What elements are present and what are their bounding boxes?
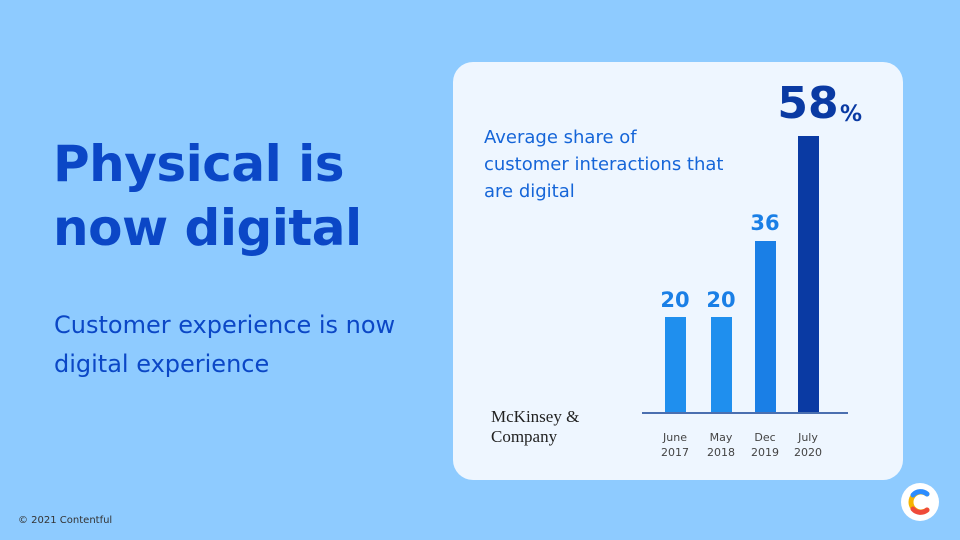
chart-title: Average share of customer interactions t… [484,127,724,202]
value-label: 58 [777,78,839,129]
x-tick-label: Dec 2019 [751,431,779,459]
value-label: 20 [660,287,690,312]
baseline [642,412,848,414]
source-logo: McKinsey & Company [491,407,580,446]
x-tick-label: May 2018 [707,431,735,459]
value-label: 36 [750,211,780,236]
x-tick-label: June 2017 [661,431,689,459]
value-unit: % [840,102,863,127]
brand-logo [901,483,939,521]
bar [664,316,686,412]
bar [710,316,732,412]
x-tick-label: July 2020 [794,431,822,459]
bar [797,136,819,412]
slide-subtitle: Customer experience is now digital exper… [54,311,396,378]
value-label: 20 [706,287,736,312]
slide-title: Physical is now digital [53,135,362,257]
footer: © 2021 Contentful [18,515,113,526]
bar [754,240,776,412]
